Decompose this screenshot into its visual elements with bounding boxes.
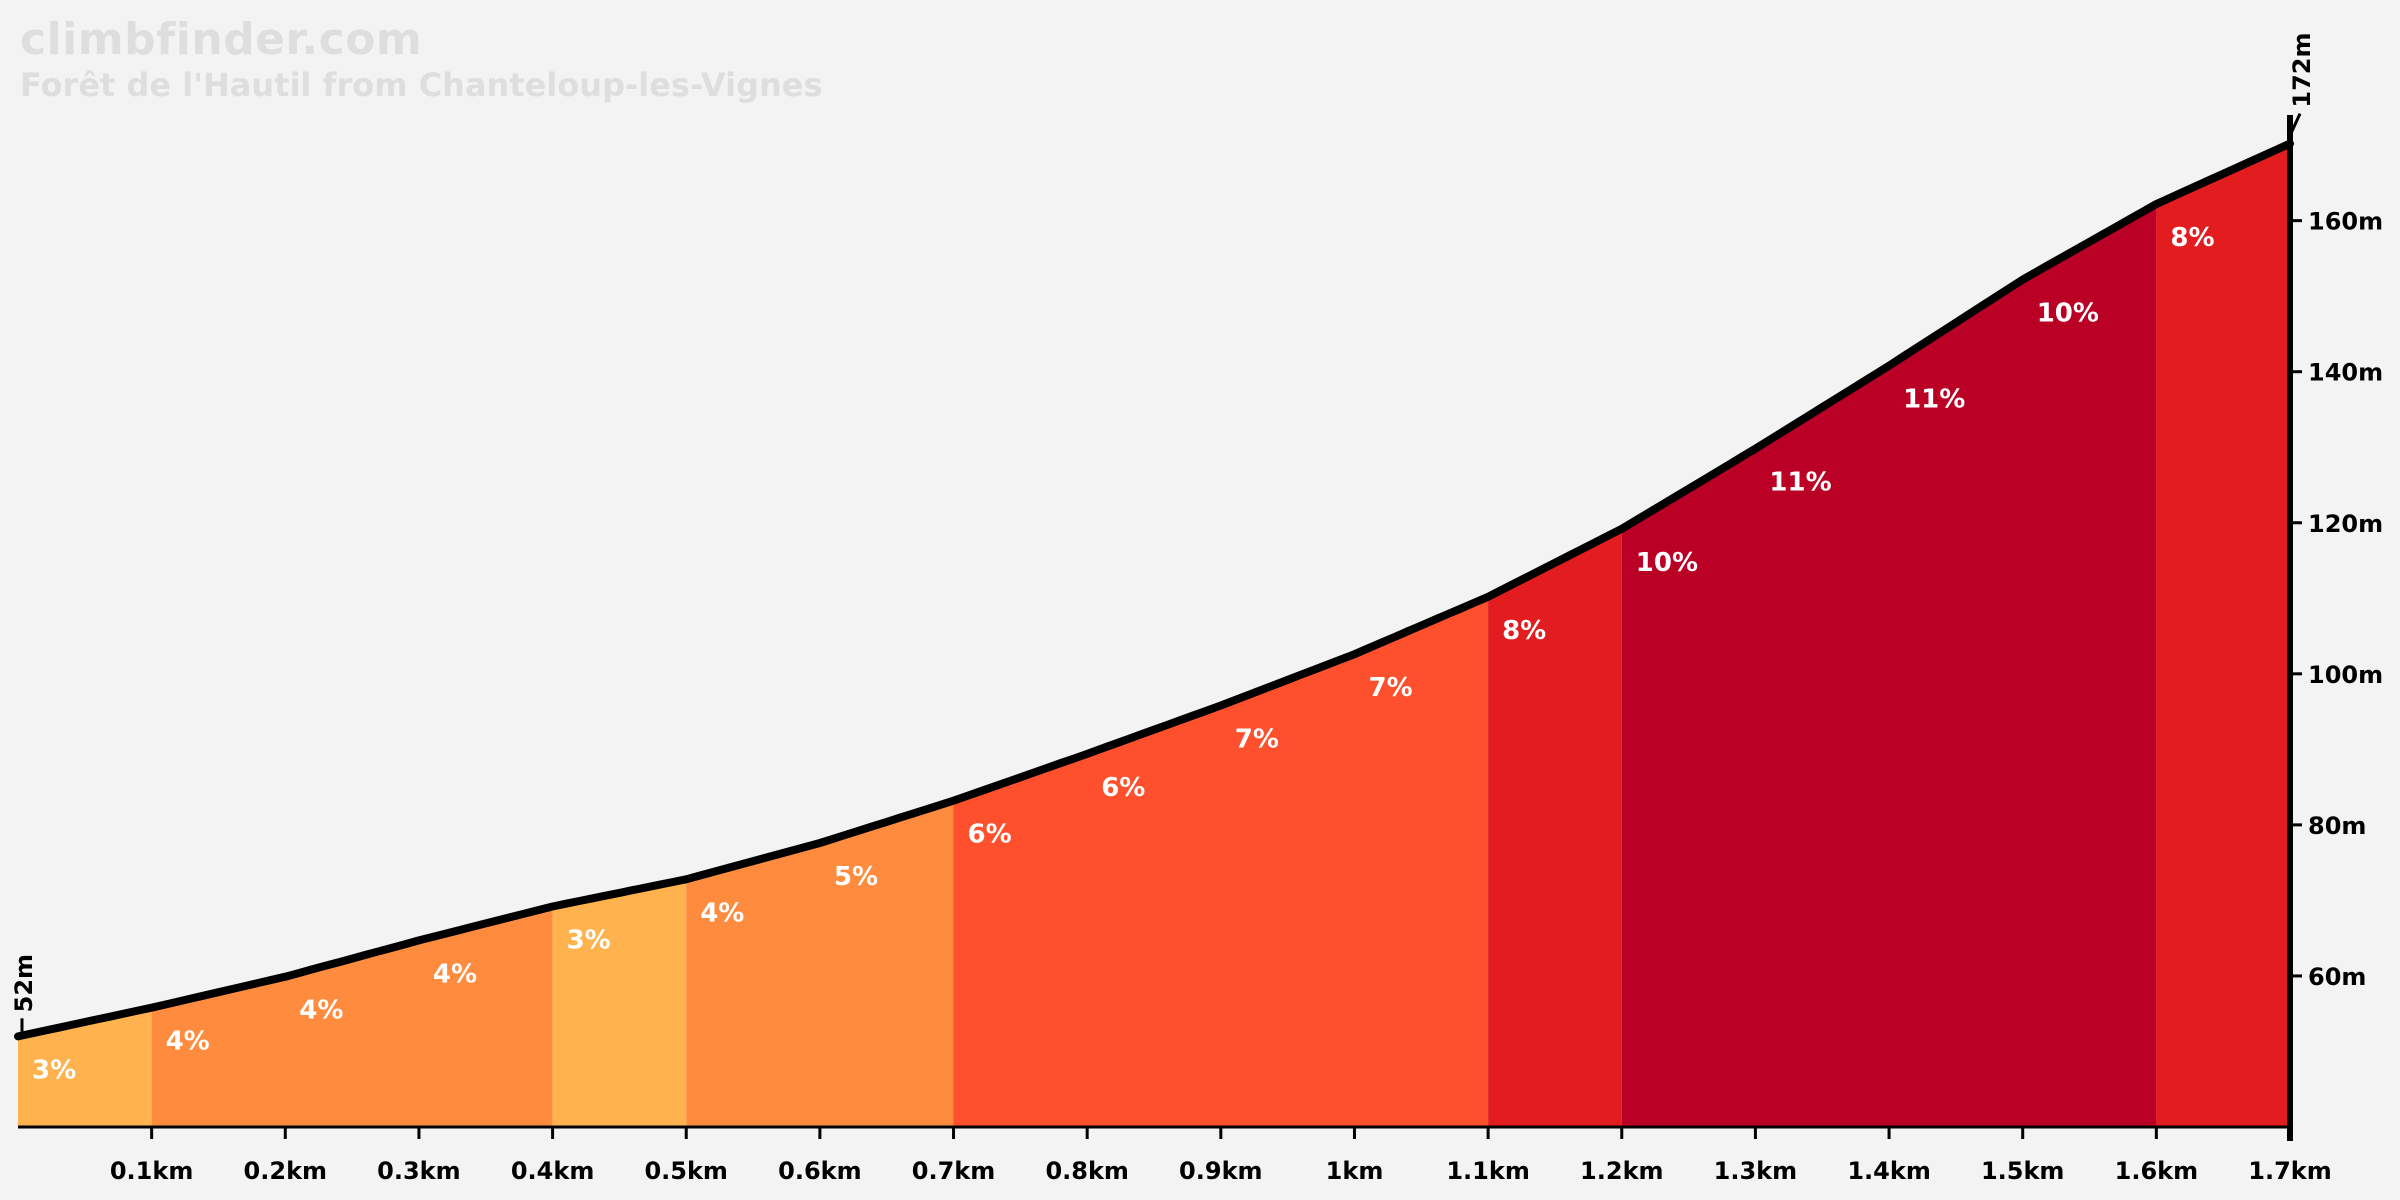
gradient-label: 7%: [1369, 673, 1413, 703]
y-tick-label: 160m: [2308, 208, 2383, 236]
gradient-segment-1: [151, 906, 553, 1127]
x-tick-label: 0.4km: [511, 1157, 594, 1185]
gradient-label: 6%: [1101, 773, 1145, 803]
x-tick-label: 0.3km: [377, 1157, 460, 1185]
gradient-label: 4%: [299, 996, 343, 1026]
gradient-label: 4%: [433, 959, 477, 989]
gradient-label: 7%: [1235, 725, 1279, 755]
end-elevation-label: 172m: [2288, 32, 2316, 107]
end-label-tick: [2288, 112, 2302, 137]
axes: 0.1km 0.2km 0.3km 0.4km 0.5km 0.6km 0.7km 0.8km…: [10, 32, 2383, 1185]
x-tick-label: 0.1km: [110, 1157, 193, 1185]
gradient-segment-4: [953, 596, 1489, 1127]
x-tick-label: 0.8km: [1045, 1157, 1128, 1185]
elevation-profile-line: [14, 139, 2294, 1041]
gradient-label: 3%: [567, 926, 611, 956]
gradient-label: 11%: [1769, 468, 1831, 498]
gradient-label: 8%: [2170, 223, 2214, 253]
climb-subtitle: Forêt de l'Hautil from Chanteloup-les-Vi…: [20, 66, 823, 104]
x-tick-label: 1km: [1326, 1157, 1384, 1185]
x-tick-label: 0.5km: [644, 1157, 727, 1185]
gradient-labels: 3% 4% 4% 4% 3% 4% 5% 6% 6% 7% 7% 8% 10% 11% 11% 10% 8%: [32, 223, 2215, 1085]
start-elevation-label: 52m: [10, 954, 38, 1012]
x-tick-label: 1.3km: [1714, 1157, 1797, 1185]
gradient-segment-5: [1488, 528, 1622, 1127]
y-tick-label: 100m: [2308, 661, 2383, 689]
y-tick-label: 60m: [2308, 963, 2366, 991]
x-tick-label: 1.6km: [2115, 1157, 2198, 1185]
gradient-label: 11%: [1903, 385, 1965, 415]
x-tick-label: 0.6km: [778, 1157, 861, 1185]
x-tick-label: 0.2km: [244, 1157, 327, 1185]
gradient-label: 5%: [834, 862, 878, 892]
x-tick-label: 0.9km: [1179, 1157, 1262, 1185]
gradient-label: 4%: [166, 1027, 210, 1057]
y-tick-label: 80m: [2308, 812, 2366, 840]
gradient-segment-2: [552, 879, 687, 1127]
gradient-label: 10%: [2037, 299, 2099, 329]
x-tick-label: 1.2km: [1580, 1157, 1663, 1185]
x-tick-label: 1.7km: [2248, 1157, 2331, 1185]
gradient-segment-7: [2156, 143, 2290, 1128]
x-tick-label: 0.7km: [912, 1157, 995, 1185]
x-tick-label: 1.1km: [1446, 1157, 1529, 1185]
gradient-segments: [18, 143, 2290, 1128]
profile-line-layer: [14, 139, 2294, 1041]
gradient-segment-6: [1621, 204, 2157, 1127]
y-tick-label: 140m: [2308, 359, 2383, 387]
gradient-label: 4%: [700, 898, 744, 928]
gradient-segment-3: [686, 800, 954, 1127]
gradient-label: 8%: [1502, 616, 1546, 646]
gradient-label: 3%: [32, 1055, 76, 1085]
gradient-label: 6%: [968, 820, 1012, 850]
x-tick-label: 1.4km: [1847, 1157, 1930, 1185]
site-title: climbfinder.com: [20, 14, 423, 65]
x-tick-label: 1.5km: [1981, 1157, 2064, 1185]
gradient-segment-0: [18, 1007, 152, 1127]
y-tick-label: 120m: [2308, 510, 2383, 538]
gradient-label: 10%: [1636, 548, 1698, 578]
